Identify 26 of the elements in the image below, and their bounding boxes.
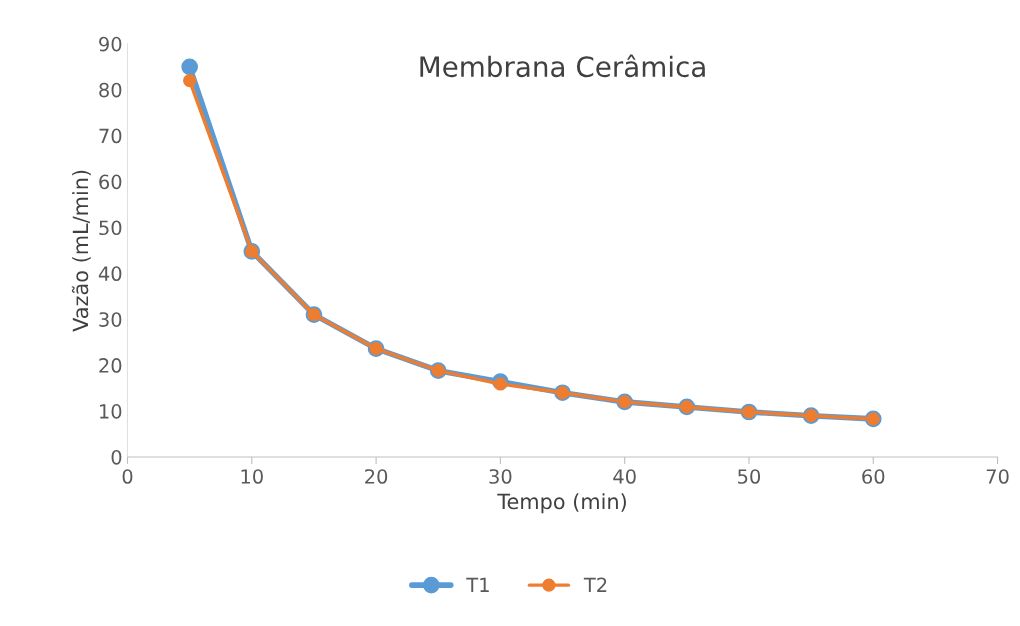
x-tick-label: 20 [365,469,388,484]
x-tick-label: 50 [738,469,761,484]
point [181,58,198,76]
y-tick-label: 80 [99,82,122,98]
point [183,73,197,88]
y-tick-label: 60 [99,174,122,190]
x-tick-label: 0 [122,469,133,484]
x-tick-label: 10 [241,469,263,484]
x-tick-label: 30 [489,469,512,484]
chart-title: Membrana Cerâmica [420,54,705,78]
y-tick-label: 30 [99,312,122,327]
x-axis-title: Tempo (min) [497,493,626,514]
y-tick-label: 20 [99,358,122,373]
y-axis-title: Vazão (mL/min) [71,170,91,332]
y-tick-label: 70 [99,128,122,144]
legend-label: T1 [466,577,489,592]
x-tick-label: 70 [986,469,1009,484]
y-tick-label: 0 [111,449,122,465]
y-tick-label: 50 [99,220,122,236]
legend-label: T2 [583,577,607,592]
x-tick-label: 40 [613,469,636,484]
y-tick-label: 10 [100,404,122,419]
x-tick-label: 60 [862,469,885,484]
y-tick-label: 40 [98,266,122,282]
y-tick-label: 90 [99,36,122,52]
point [493,377,507,391]
